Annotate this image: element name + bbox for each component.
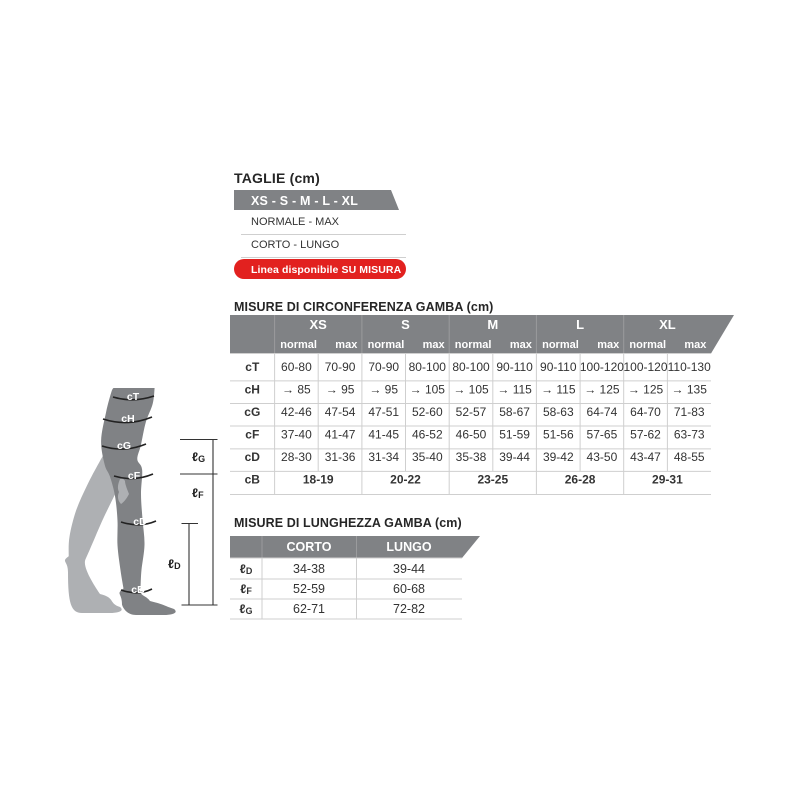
svg-text:cB: cB — [131, 584, 145, 596]
svg-text:ℓF: ℓF — [192, 486, 204, 500]
svg-text:cF: cF — [128, 470, 141, 482]
svg-text:cH: cH — [121, 413, 134, 425]
svg-text:ℓG: ℓG — [192, 450, 205, 464]
svg-text:cD: cD — [133, 516, 147, 528]
svg-text:ℓD: ℓD — [168, 557, 181, 571]
svg-text:cT: cT — [127, 391, 140, 403]
svg-text:cG: cG — [117, 440, 131, 452]
